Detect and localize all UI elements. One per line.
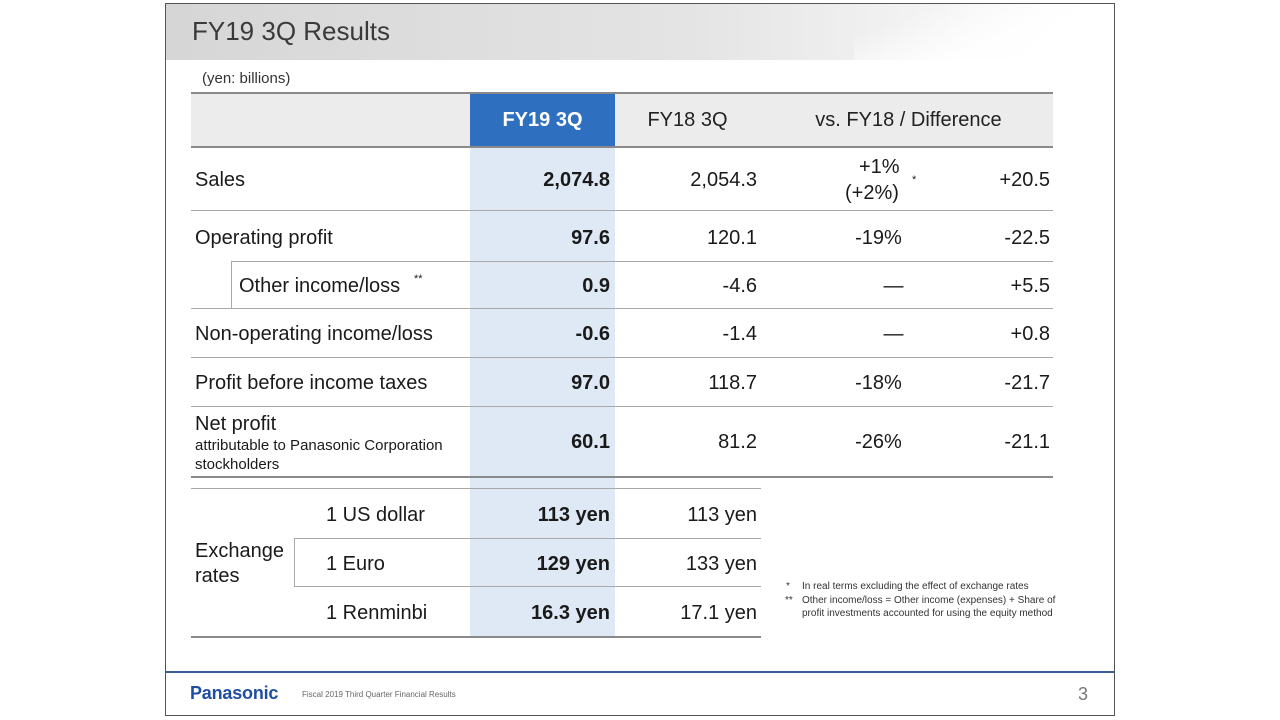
operating-profit-diff: -22.5 — [1004, 227, 1050, 249]
footer-text: Fiscal 2019 Third Quarter Financial Resu… — [302, 690, 456, 699]
non-operating-previous: -1.4 — [722, 323, 757, 345]
sales-pct: +1% — [859, 156, 900, 178]
profit-before-tax-pct: -18% — [855, 372, 902, 394]
sales-diff: +20.5 — [999, 169, 1050, 191]
operating-profit-previous: 120.1 — [706, 227, 757, 249]
highlight-column — [470, 92, 615, 637]
net-profit-diff: -21.1 — [1004, 431, 1050, 453]
non-operating-pct: ― — [883, 323, 904, 345]
other-income-pct: ― — [883, 275, 904, 297]
note-1-mark: * — [786, 581, 790, 592]
slide-title: FY19 3Q Results — [192, 16, 390, 46]
note-2-mark: ** — [785, 595, 793, 606]
net-profit-pct: -26% — [855, 431, 902, 453]
exchange-eur-current: 129 yen — [536, 553, 610, 575]
profit-before-tax-diff: -21.7 — [1004, 372, 1050, 394]
other-income-previous: -4.6 — [722, 275, 757, 297]
row-label-sales: Sales — [195, 169, 246, 191]
row-label-non-operating: Non-operating income/loss — [195, 323, 433, 345]
operating-profit-pct: -19% — [855, 227, 902, 249]
col-header-current: FY19 3Q — [502, 109, 583, 131]
other-income-mark: ** — [414, 273, 423, 285]
net-profit-sublabel: attributable to Panasonic Corporation st… — [195, 437, 443, 473]
sales-previous: 2,054.3 — [690, 169, 757, 191]
profit-before-tax-previous: 118.7 — [708, 372, 757, 394]
note-2-text: Other income/loss = Other income (expens… — [802, 595, 1056, 619]
non-operating-current: -0.6 — [575, 323, 610, 345]
row-label-net-profit: Net profit — [195, 413, 277, 435]
exchange-currency-usd: 1 US dollar — [326, 504, 425, 526]
exchange-currency-cny: 1 Renminbi — [326, 602, 428, 624]
col-header-vs: vs. FY18 / Difference — [815, 109, 1002, 131]
operating-profit-current: 97.6 — [571, 227, 610, 249]
exchange-usd-current: 113 yen — [537, 504, 610, 526]
footer-divider — [166, 671, 1114, 673]
exchange-currency-eur: 1 Euro — [326, 553, 385, 575]
exchange-rates-label: Exchange rates — [195, 540, 284, 587]
sales-pct-real: (+2%) — [845, 182, 899, 204]
non-operating-diff: +0.8 — [1010, 323, 1050, 345]
sales-current: 2,074.8 — [543, 169, 610, 191]
row-label-profit-before-tax: Profit before income taxes — [195, 372, 428, 394]
note-1-text: In real terms excluding the effect of ex… — [802, 581, 1029, 592]
other-income-current: 0.9 — [582, 275, 610, 297]
row-label-other-income: Other income/loss — [239, 275, 401, 297]
exchange-cny-current: 16.3 yen — [531, 602, 610, 624]
other-income-diff: +5.5 — [1010, 275, 1050, 297]
header-highlight — [470, 92, 615, 147]
panasonic-logo: Panasonic — [190, 683, 279, 703]
exchange-cny-previous: 17.1 yen — [680, 602, 757, 624]
page-number: 3 — [1077, 684, 1088, 704]
profit-before-tax-current: 97.0 — [571, 372, 610, 394]
unit-note: (yen: billions) — [202, 70, 291, 87]
col-header-previous: FY18 3Q — [647, 109, 728, 131]
exchange-usd-previous: 113 yen — [687, 504, 757, 526]
header-row — [191, 92, 1053, 147]
exchange-eur-previous: 133 yen — [685, 553, 757, 575]
net-profit-previous: 81.2 — [718, 431, 757, 453]
slide: FY19 3Q Results (yen: billions) FY19 3Q … — [165, 3, 1115, 716]
sales-pct-mark: * — [912, 174, 917, 186]
row-label-operating-profit: Operating profit — [195, 227, 333, 249]
title-bar — [166, 4, 1114, 60]
net-profit-current: 60.1 — [571, 431, 610, 453]
